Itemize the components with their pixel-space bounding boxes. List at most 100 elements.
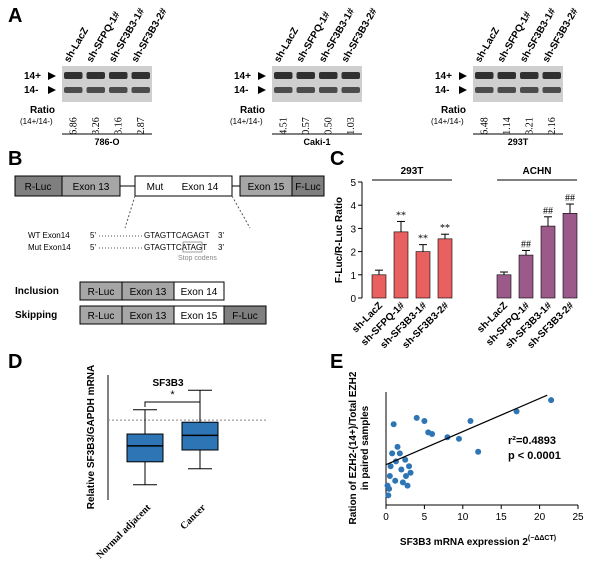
- stop-note: Stop codens: [178, 255, 217, 262]
- band: [319, 87, 338, 93]
- construct-diagram: R-Luc Exon 13 Mut Exon 14 Exon 15 F-Luc: [14, 175, 325, 229]
- band-label: 14-: [234, 85, 248, 96]
- stop-box: [182, 241, 203, 253]
- segment-label: Exon 14: [182, 182, 219, 193]
- point: [394, 443, 401, 450]
- segment-label: F-Luc: [232, 311, 258, 322]
- ratio-sub: (14+/14-): [20, 117, 53, 126]
- point: [386, 472, 393, 479]
- band: [542, 87, 561, 93]
- point: [513, 408, 520, 415]
- band: [86, 87, 105, 93]
- y-tick-label: 2: [350, 248, 356, 259]
- band: [520, 72, 539, 79]
- zoom-line: [124, 195, 136, 229]
- segment-label: Exon 14: [181, 287, 218, 298]
- point: [389, 450, 396, 457]
- point: [402, 456, 409, 463]
- segment: [291, 175, 325, 197]
- x-tick-label: Cancer: [178, 502, 208, 532]
- band: [274, 87, 293, 93]
- ratio-label: Ratio: [441, 105, 466, 116]
- ratio-value: 1.03: [346, 117, 357, 135]
- point: [386, 485, 393, 492]
- group-label: 293T: [401, 166, 424, 177]
- x-tick-label: 0: [383, 512, 389, 523]
- y-axis-label: in paired samples: [360, 405, 371, 490]
- segment-label: Exon 15: [181, 311, 218, 322]
- seq-end: 3': [218, 243, 224, 252]
- point: [548, 397, 555, 404]
- ratio-value: 3.21: [524, 117, 535, 135]
- point: [392, 477, 399, 484]
- band: [475, 72, 494, 79]
- band: [520, 87, 539, 93]
- segment-label: R-Luc: [88, 311, 115, 322]
- panel-label: E: [330, 351, 343, 373]
- significance: ##: [565, 193, 575, 204]
- bar: [540, 225, 556, 299]
- bar: [496, 274, 512, 299]
- significance-bracket: [144, 401, 201, 407]
- annotation: r²=0.4893: [508, 435, 556, 447]
- point: [402, 472, 409, 479]
- band: [64, 87, 83, 93]
- point: [467, 418, 474, 425]
- band-label: 14+: [234, 71, 251, 82]
- point: [385, 492, 392, 499]
- segment-label: Exon 15: [248, 182, 285, 193]
- significance: **: [396, 210, 406, 221]
- product-label: Inclusion: [15, 286, 59, 297]
- band-label: 14-: [24, 85, 38, 96]
- ratio-label: Ratio: [240, 105, 265, 116]
- bar: [393, 231, 409, 299]
- cell-line: Caki-1: [303, 137, 330, 147]
- x-axis-label-main: SF3B3 mRNA expression 2: [400, 537, 528, 548]
- seq-label: Mut Exon14: [28, 243, 71, 252]
- point: [398, 466, 405, 473]
- x-tick-label: 20: [534, 512, 546, 523]
- blot: [62, 66, 152, 102]
- band: [274, 72, 293, 79]
- ratio-value: 2.87: [136, 117, 147, 135]
- arrow: [48, 86, 56, 94]
- band-label: 14+: [435, 71, 452, 82]
- x-tick-label: Normal adjacent: [94, 502, 153, 561]
- bar: [371, 274, 387, 299]
- significance: ##: [543, 206, 553, 217]
- y-axis-label: F-Luc/R-Luc Ratio: [334, 197, 345, 283]
- panel-label: B: [8, 148, 22, 170]
- ratio-value: 2.16: [547, 117, 558, 135]
- ratio-sub: (14+/14-): [431, 117, 464, 126]
- band: [497, 72, 516, 79]
- sequence: GTAGTTCATAGT: [144, 243, 207, 252]
- x-tick-label: 25: [572, 512, 584, 523]
- band: [109, 87, 128, 93]
- point: [396, 450, 403, 457]
- band: [542, 72, 561, 79]
- y-tick-label: 0: [350, 294, 356, 305]
- panel-label: C: [330, 148, 344, 170]
- ratio-label: Ratio: [30, 105, 55, 116]
- point: [387, 463, 394, 470]
- point: [390, 421, 397, 428]
- ratio-value: 6.48: [479, 117, 490, 135]
- x-tick-label: 10: [457, 512, 469, 523]
- chart-title: SF3B3: [152, 378, 184, 389]
- ratio-value: 0.50: [323, 117, 334, 135]
- segment-label: Exon 13: [130, 311, 167, 322]
- band: [64, 72, 83, 79]
- x-axis-label: SF3B3 mRNA expression 2(−ΔΔCT): [400, 535, 556, 548]
- y-axis-label: Relative SF3B3/GAPDH mRNA: [86, 365, 97, 509]
- arrow: [258, 72, 266, 80]
- y-tick-label: 1: [350, 271, 356, 282]
- band: [131, 87, 150, 93]
- x-tick-label: 5: [422, 512, 428, 523]
- significance: **: [418, 234, 428, 245]
- seq-label: WT Exon14: [28, 231, 70, 240]
- x-axis-label-sup: (−ΔΔCT): [528, 535, 556, 542]
- panel-label: A: [8, 5, 22, 27]
- band: [86, 72, 105, 79]
- seq-end: 3': [218, 231, 224, 240]
- segment-label: R-Luc: [88, 287, 115, 298]
